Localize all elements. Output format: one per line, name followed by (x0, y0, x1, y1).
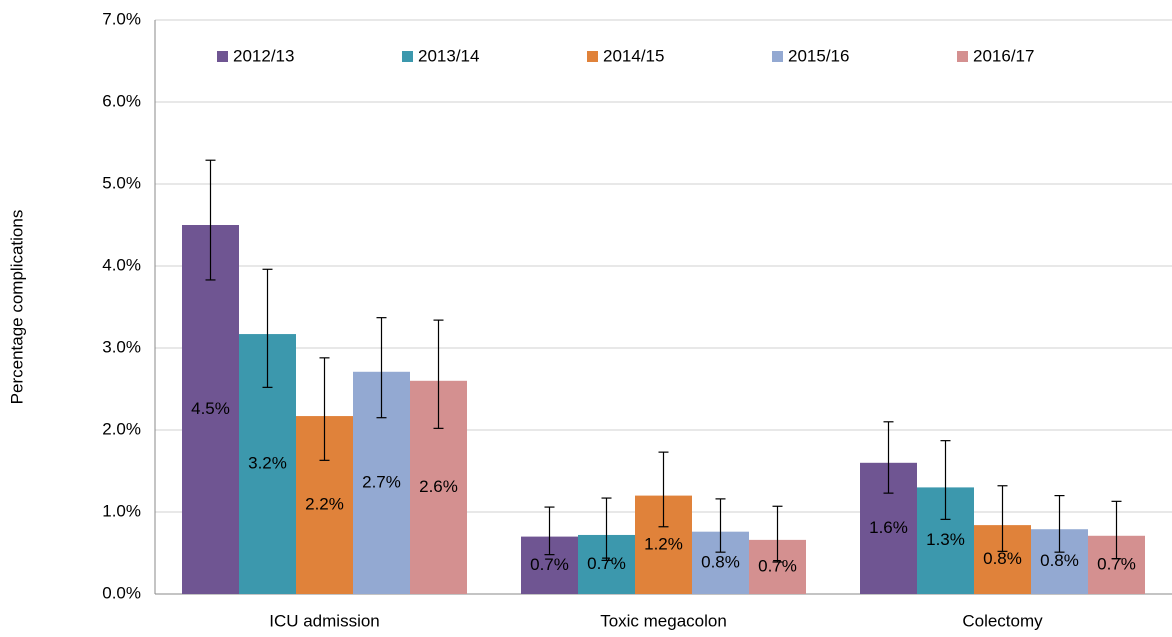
error-bar (715, 498, 726, 553)
legend-label: 2016/17 (973, 46, 1034, 65)
legend-swatch (587, 51, 598, 62)
legend-label: 2014/15 (603, 46, 664, 65)
value-label: 2.7% (362, 472, 401, 491)
error-bar (1111, 500, 1122, 560)
value-label: 2.2% (305, 495, 344, 514)
error-bar (376, 317, 387, 419)
legend-swatch (402, 51, 413, 62)
legend-label: 2015/16 (788, 46, 849, 65)
legend-swatch (957, 51, 968, 62)
value-label: 1.3% (926, 530, 965, 549)
error-bar (544, 506, 555, 556)
y-tick-label: 6.0% (102, 91, 141, 110)
y-tick-label: 7.0% (102, 9, 141, 28)
value-label: 0.8% (1040, 551, 1079, 570)
error-bar (940, 440, 951, 520)
legend-label: 2013/14 (418, 46, 479, 65)
y-tick-label: 4.0% (102, 255, 141, 274)
value-label: 0.7% (758, 556, 797, 575)
legend-swatch (772, 51, 783, 62)
error-bar (601, 497, 612, 561)
value-label: 2.6% (419, 477, 458, 496)
legend-swatch (217, 51, 228, 62)
value-label: 0.7% (587, 554, 626, 573)
value-label: 3.2% (248, 454, 287, 473)
error-bar (997, 485, 1008, 552)
value-label: 0.7% (530, 555, 569, 574)
y-tick-label: 5.0% (102, 173, 141, 192)
y-tick-label: 3.0% (102, 337, 141, 356)
value-label: 0.8% (701, 552, 740, 571)
value-label: 4.5% (191, 399, 230, 418)
y-tick-label: 1.0% (102, 501, 141, 520)
value-label: 0.7% (1097, 554, 1136, 573)
value-label: 1.6% (869, 518, 908, 537)
error-bar (319, 357, 330, 461)
error-bar (262, 268, 273, 388)
y-tick-label: 2.0% (102, 419, 141, 438)
value-label: 1.2% (644, 534, 683, 553)
error-bar (883, 421, 894, 494)
error-bar (658, 451, 669, 528)
legend-label: 2012/13 (233, 46, 294, 65)
y-axis-title: Percentage complications (7, 210, 26, 405)
error-bar (433, 319, 444, 429)
x-tick-label: ICU admission (269, 611, 380, 630)
x-tick-label: Colectomy (962, 611, 1043, 630)
y-tick-label: 0.0% (102, 583, 141, 602)
x-tick-label: Toxic megacolon (600, 611, 727, 630)
error-bar (205, 159, 216, 281)
value-label: 0.8% (983, 549, 1022, 568)
bar (182, 225, 239, 594)
error-bar (772, 505, 783, 563)
error-bar (1054, 495, 1065, 553)
